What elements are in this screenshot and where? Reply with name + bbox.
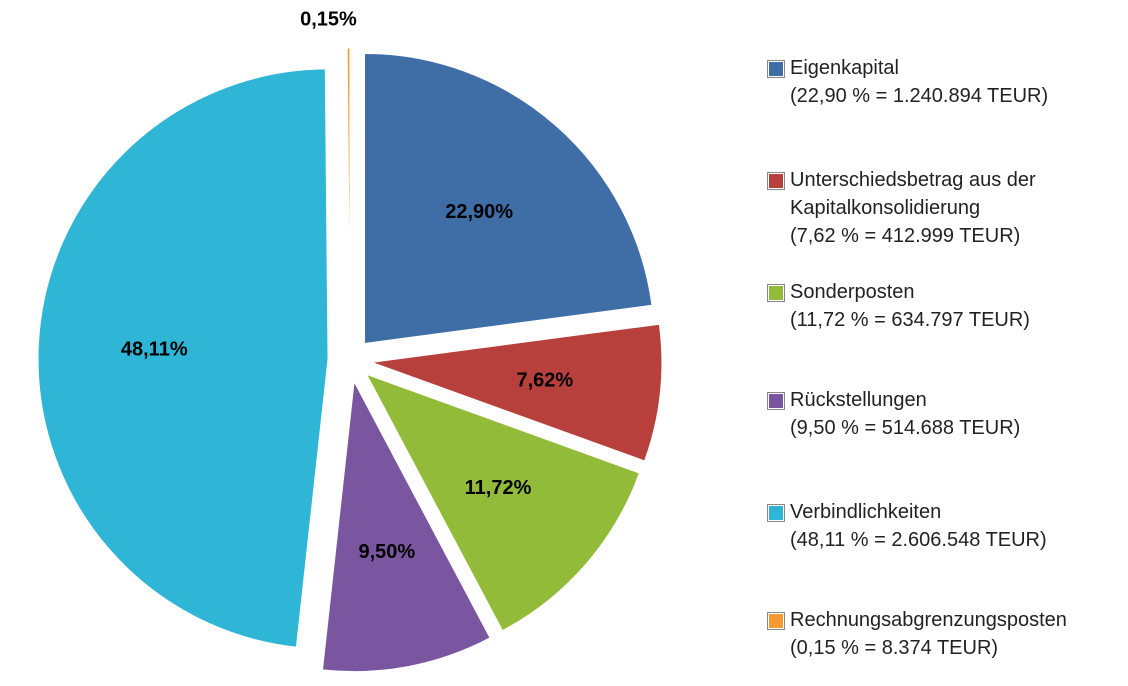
legend-label: Unterschiedsbetrag aus der Kapitalkonsol…: [790, 169, 1036, 219]
legend-swatch: [768, 505, 784, 521]
legend-entry: Eigenkapital (22,90 % = 1.240.894 TEUR): [768, 54, 1123, 110]
slice-label: 9,50%: [358, 541, 415, 563]
legend-swatch: [768, 173, 784, 189]
legend-entry: Rechnungsabgrenzungsposten (0,15 % = 8.37…: [768, 606, 1123, 662]
legend-detail: (48,11 % = 2.606.548 TEUR): [790, 529, 1047, 551]
legend-entry: Verbindlichkeiten (48,11 % = 2.606.548 TE…: [768, 498, 1123, 554]
slice-label: 48,11%: [121, 338, 188, 360]
pie-slice: [363, 52, 653, 345]
slice-label: 11,72%: [465, 477, 532, 499]
legend-detail: (22,90 % = 1.240.894 TEUR): [790, 85, 1049, 107]
pie-slice: [365, 373, 640, 632]
slice-label: 0,15%: [300, 8, 357, 30]
legend-swatch: [768, 285, 784, 301]
slice-label: 22,90%: [445, 201, 513, 223]
slice-label: 7,62%: [517, 369, 574, 391]
legend-detail: (7,62 % = 412.999 TEUR): [790, 225, 1021, 247]
legend-entry: Unterschiedsbetrag aus der Kapitalkonsol…: [768, 166, 1123, 250]
legend-label: Verbindlichkeiten: [790, 501, 942, 523]
legend-swatch: [768, 613, 784, 629]
pie-slice: [37, 68, 329, 648]
legend-label: Eigenkapital: [790, 57, 899, 79]
legend-detail: (11,72 % = 634.797 TEUR): [790, 309, 1030, 331]
legend-label: Rückstellungen: [790, 389, 927, 411]
pie-slice: [371, 323, 663, 462]
legend-label: Rechnungsabgrenzungsposten: [790, 609, 1067, 631]
legend-entry: Sonderposten (11,72 % = 634.797 TEUR): [768, 278, 1123, 334]
legend-detail: (9,50 % = 514.688 TEUR): [790, 417, 1021, 439]
pie-slice: [346, 47, 351, 339]
pie-slice: [321, 379, 491, 673]
legend-entry: Rückstellungen (9,50 % = 514.688 TEUR): [768, 386, 1123, 442]
legend-label: Sonderposten: [790, 281, 915, 303]
legend-detail: (0,15 % = 8.374 TEUR): [790, 637, 999, 659]
legend-swatch: [768, 393, 784, 409]
legend-swatch: [768, 61, 784, 77]
